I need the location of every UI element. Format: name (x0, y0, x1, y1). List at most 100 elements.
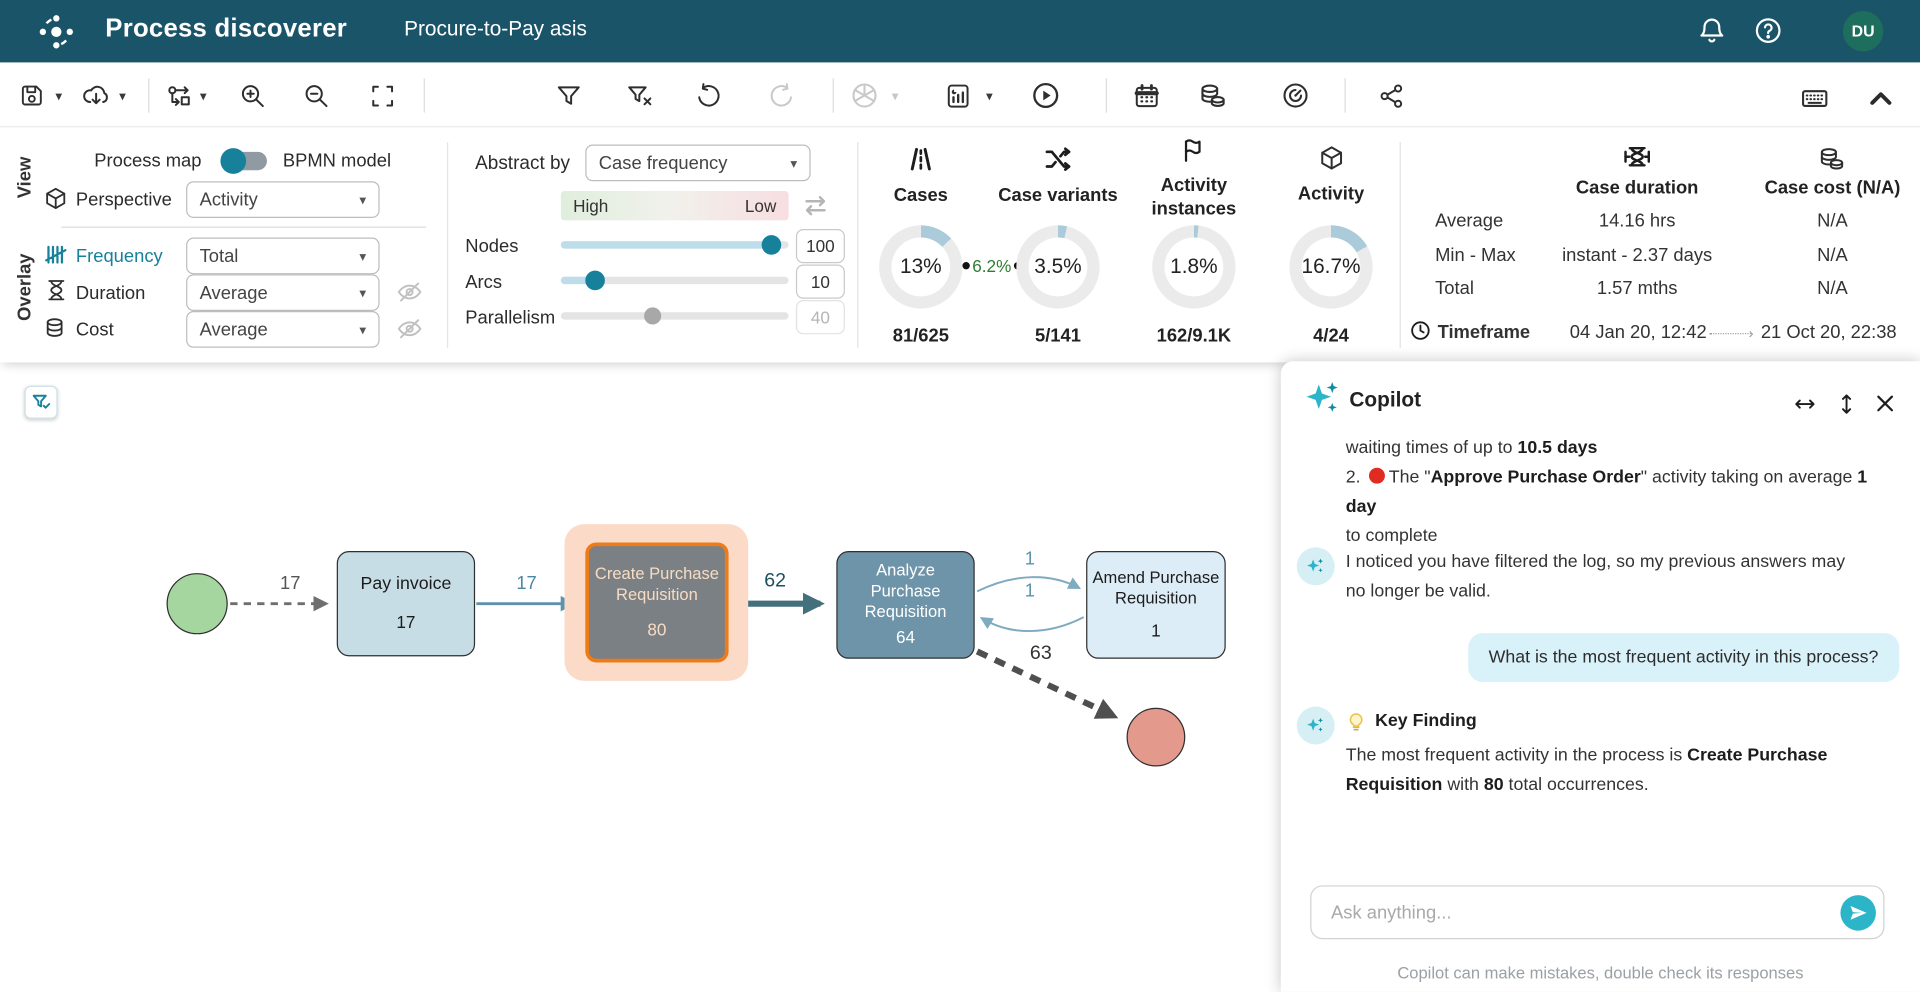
total-duration: 1.57 mths (1596, 277, 1678, 299)
process-map-label: Process map (94, 150, 202, 172)
avg-cost: N/A (1817, 210, 1848, 232)
arcs-slider-thumb[interactable] (585, 270, 605, 291)
report-icon[interactable] (943, 81, 972, 110)
log-name: Procure-to-Pay asis (404, 17, 587, 41)
nodes-label: Nodes (465, 236, 519, 258)
duration-label: Duration (75, 282, 146, 304)
copilot-message: I noticed you have filtered the log, so … (1345, 552, 1846, 602)
instances-ratio: 162/9.1K (1156, 325, 1232, 347)
start-node[interactable] (166, 573, 228, 635)
keyboard-icon[interactable] (1800, 83, 1829, 112)
road-icon (906, 147, 935, 179)
bpmn-model-label: BPMN model (282, 150, 392, 172)
cost-icon[interactable] (1198, 81, 1227, 110)
export-icon[interactable] (81, 81, 110, 110)
avatar[interactable]: DU (1842, 11, 1884, 52)
arcs-label: Arcs (465, 271, 503, 293)
cube-icon (43, 186, 69, 218)
copilot-finding: Key Finding The most frequent activity i… (1345, 711, 1828, 795)
row-label: Min - Max (1435, 244, 1516, 266)
divider (1399, 142, 1401, 348)
arcs-value[interactable]: 10 (795, 264, 845, 299)
arcs-slider[interactable] (560, 270, 789, 291)
share-icon[interactable] (1376, 81, 1405, 110)
chevron-down-icon[interactable]: ▾ (986, 89, 993, 105)
save-icon[interactable] (17, 81, 46, 110)
node-create-purchase-requisition[interactable]: Create Purchase Requisition 80 (585, 542, 729, 663)
parallelism-label: Parallelism (465, 307, 556, 329)
toggle-knob (220, 148, 247, 174)
parallelism-slider[interactable] (560, 307, 789, 325)
activity-donut: 16.7% (1289, 225, 1373, 309)
high-label: High (573, 195, 609, 216)
copilot-disclaimer: Copilot can make mistakes, double check … (1397, 963, 1804, 983)
resize-vertical-icon[interactable] (1834, 392, 1856, 414)
filter-badge-icon[interactable] (24, 385, 58, 419)
nodes-slider[interactable] (560, 235, 789, 255)
edge-label: 17 (279, 573, 301, 594)
chevron-down-icon[interactable]: ▾ (119, 89, 126, 105)
copilot-avatar (1296, 547, 1335, 586)
fit-screen-icon[interactable] (367, 81, 396, 110)
swap-icon[interactable] (800, 192, 832, 225)
goal-icon[interactable] (1281, 81, 1310, 110)
nodes-slider-thumb[interactable] (761, 235, 782, 255)
edge-label: 1 (1024, 548, 1035, 570)
chevron-down-icon[interactable]: ▾ (199, 89, 207, 105)
layout-icon[interactable] (164, 81, 193, 110)
edge-label: 62 (764, 570, 787, 592)
filter-icon[interactable] (553, 81, 582, 110)
divider (832, 78, 834, 113)
duration-dropdown[interactable]: Average ▾ (186, 274, 380, 312)
chevron-down-icon: ▾ (359, 322, 367, 338)
node-analyze-purchase-requisition[interactable]: Analyze Purchase Requisition 64 (836, 551, 975, 659)
redo-icon[interactable] (767, 81, 796, 110)
undo-icon[interactable] (693, 81, 722, 110)
bell-icon[interactable] (1697, 16, 1729, 48)
edge-label: 1 (1024, 580, 1035, 602)
node-amend-purchase-requisition[interactable]: Amend Purchase Requisition 1 (1086, 551, 1226, 659)
copilot-input[interactable] (1328, 900, 1841, 924)
animate-icon[interactable] (1031, 81, 1060, 110)
collapse-icon[interactable] (1866, 83, 1895, 112)
sparkle-icon (1303, 378, 1342, 417)
chevron-down-icon: ▾ (891, 89, 899, 105)
divider (423, 78, 425, 113)
help-icon[interactable] (1753, 16, 1785, 48)
clear-filter-icon[interactable] (624, 81, 653, 110)
resize-horizontal-icon[interactable] (1793, 392, 1815, 414)
snapshot-icon[interactable] (850, 81, 879, 110)
eye-off-icon[interactable] (397, 316, 423, 348)
process-map-canvas[interactable]: 17 17 62 1 1 63 Pay invoice 17 Create Pu… (0, 361, 1281, 992)
divider (148, 78, 150, 113)
edge-label: 63 (1029, 642, 1052, 664)
low-label: Low (744, 195, 777, 216)
nodes-value[interactable]: 100 (795, 228, 845, 264)
node-pay-invoice[interactable]: Pay invoice 17 (336, 551, 476, 657)
logo-icon (37, 12, 76, 51)
map-type-toggle[interactable] (220, 148, 267, 174)
abstract-by-dropdown[interactable]: Case frequency ▾ (585, 144, 811, 182)
eye-off-icon[interactable] (397, 279, 423, 311)
zoom-in-icon[interactable] (238, 81, 267, 110)
calendar-icon[interactable] (1131, 81, 1160, 110)
chevron-down-icon[interactable]: ▾ (55, 89, 63, 105)
frequency-label: Frequency (75, 246, 163, 267)
perspective-dropdown[interactable]: Activity ▾ (186, 181, 380, 218)
red-circle-icon (1369, 467, 1386, 484)
divider (61, 226, 427, 228)
instances-donut: 1.8% (1152, 225, 1236, 309)
end-node[interactable] (1126, 707, 1186, 767)
send-icon[interactable] (1840, 894, 1876, 931)
copilot-input-box (1310, 885, 1885, 940)
close-icon[interactable] (1873, 392, 1895, 414)
parallelism-slider-thumb[interactable] (644, 307, 662, 325)
frequency-dropdown[interactable]: Total ▾ (186, 237, 380, 275)
zoom-out-icon[interactable] (301, 81, 330, 110)
coins-icon (1817, 144, 1845, 178)
page-title: Process discoverer (105, 14, 348, 43)
cost-dropdown[interactable]: Average ▾ (186, 311, 380, 348)
timeframe-arrow (1709, 333, 1752, 335)
timeframe-label: Timeframe (1437, 322, 1531, 343)
